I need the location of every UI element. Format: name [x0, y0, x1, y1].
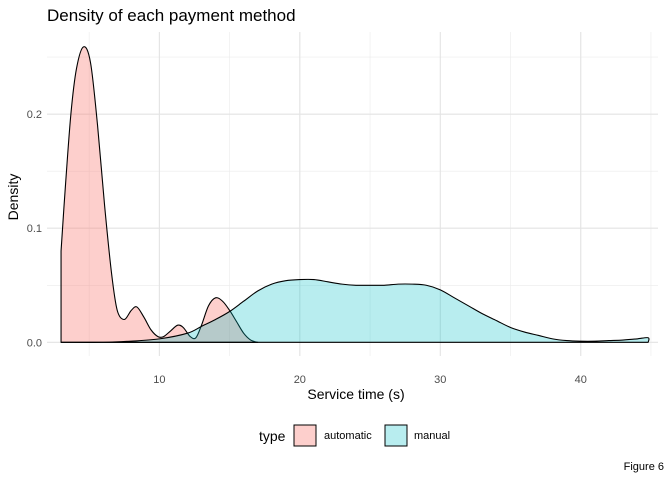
chart-title: Density of each payment method	[47, 6, 296, 25]
x-tick-label: 40	[575, 374, 587, 386]
density-areas	[60, 46, 650, 343]
grid	[47, 32, 658, 356]
axis-ticks: 10 20 30 40 0.0 0.1 0.2	[27, 109, 587, 386]
x-tick-label: 30	[434, 374, 446, 386]
y-tick-label: 0.1	[27, 223, 42, 235]
legend: type automatic manual	[259, 424, 450, 447]
legend-label-manual: manual	[414, 430, 450, 442]
y-axis-title: Density	[5, 174, 21, 221]
density-area-automatic	[60, 46, 259, 343]
x-tick-label: 20	[294, 374, 306, 386]
y-tick-label: 0.2	[27, 109, 42, 121]
x-tick-label: 10	[153, 374, 165, 386]
legend-label-automatic: automatic	[324, 430, 372, 442]
legend-title: type	[259, 428, 286, 444]
x-axis-title: Service time (s)	[307, 386, 404, 402]
figure-caption: Figure 6	[624, 461, 664, 473]
legend-key-manual	[384, 424, 408, 447]
y-tick-label: 0.0	[27, 337, 42, 349]
legend-key-automatic	[293, 424, 317, 447]
density-area-manual	[60, 278, 650, 343]
